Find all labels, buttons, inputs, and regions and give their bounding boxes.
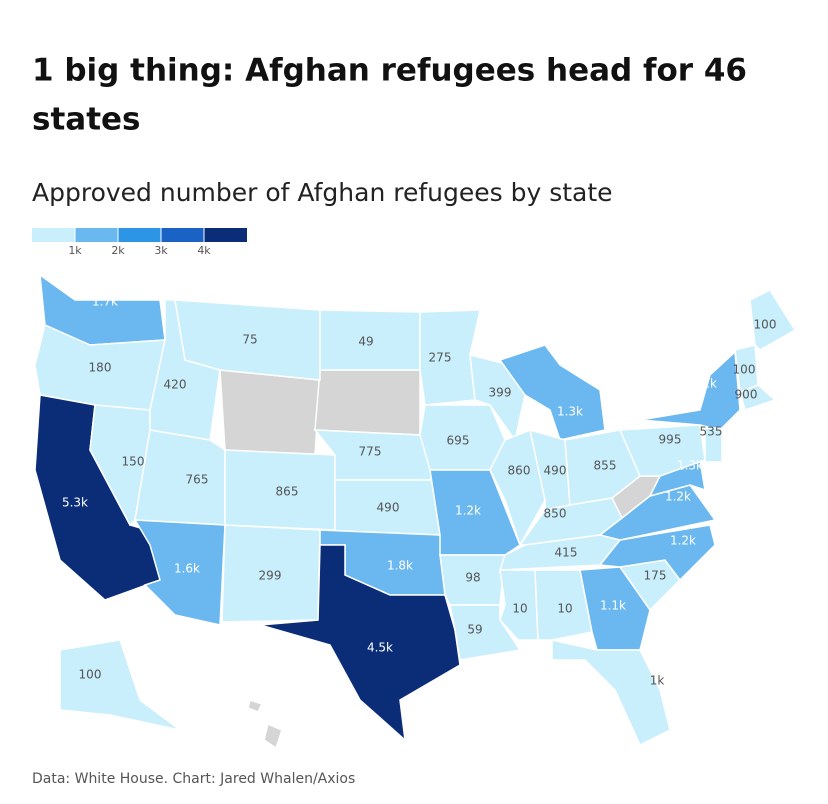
- state: [449, 604, 522, 661]
- state-label: 299: [259, 569, 282, 583]
- state-label: 1.2k: [455, 504, 481, 518]
- state: [174, 299, 321, 381]
- state: [259, 544, 461, 742]
- state-label: 1.1k: [691, 377, 717, 391]
- state-label: 175: [644, 569, 667, 583]
- state-label: 765: [186, 473, 209, 487]
- state: [564, 429, 641, 506]
- state-label: 860: [508, 464, 531, 478]
- subtitle: Approved number of Afghan refugees by st…: [32, 178, 613, 207]
- state: [59, 639, 181, 731]
- state: [739, 384, 777, 411]
- state: [134, 429, 226, 526]
- state-label: 1.1k: [600, 599, 626, 613]
- no-data-state: [219, 369, 321, 456]
- legend-tick-label: 2k: [111, 244, 125, 257]
- legend-swatch: [204, 228, 247, 242]
- state-label: 5.3k: [62, 496, 88, 510]
- state-label: 995: [659, 433, 682, 447]
- state-label: 415: [555, 546, 578, 560]
- state-label: 900: [735, 388, 758, 402]
- state-label: 1.3k: [557, 405, 583, 419]
- state-label: 1.2k: [665, 490, 691, 504]
- state: [639, 350, 741, 431]
- no-data-state: [247, 699, 264, 713]
- state-label: 695: [447, 434, 470, 448]
- title-line: 1 big thing: Afghan refugees head for 46: [32, 53, 747, 89]
- legend-swatch: [32, 228, 75, 242]
- state-label: 180: [89, 361, 112, 375]
- state-label: 10: [512, 602, 527, 616]
- no-data-states: [219, 369, 662, 750]
- state: [551, 639, 671, 747]
- source-note: Data: White House. Chart: Jared Whalen/A…: [32, 771, 355, 787]
- state-label: 420: [164, 378, 187, 392]
- state-label: 535: [700, 425, 723, 439]
- no-data-state: [263, 722, 283, 750]
- legend-swatch: [161, 228, 204, 242]
- legend-swatch: [75, 228, 118, 242]
- state-label: 10: [557, 602, 572, 616]
- state-label: 490: [377, 501, 400, 515]
- state: [749, 289, 797, 351]
- state-label: 49: [358, 335, 373, 349]
- state-label: 399: [489, 386, 512, 400]
- state-label: 865: [276, 485, 299, 499]
- state-label: 4.5k: [367, 641, 393, 655]
- legend-swatch: [118, 228, 161, 242]
- state-label: 1.7k: [92, 295, 118, 309]
- state: [534, 569, 593, 641]
- state-label: 855: [594, 459, 617, 473]
- state-label: 100: [754, 318, 777, 332]
- state: [498, 344, 606, 441]
- state-label: 98: [465, 571, 480, 585]
- state-label: 100: [79, 668, 102, 682]
- state-label: 1.8k: [387, 559, 413, 573]
- state-label: 1.2k: [670, 534, 696, 548]
- state-label: 75: [242, 333, 257, 347]
- state: [704, 427, 723, 463]
- state-label: 275: [429, 351, 452, 365]
- state-label: 490: [544, 464, 567, 478]
- legend-tick-label: 1k: [68, 244, 82, 257]
- state-label: 850: [544, 507, 567, 521]
- state-label: 1.6k: [174, 562, 200, 576]
- state-label: 1k: [650, 674, 665, 688]
- state: [618, 424, 706, 477]
- state-label: 1.3k: [677, 459, 703, 473]
- no-data-state: [314, 369, 421, 436]
- state-label: 100: [733, 363, 756, 377]
- title-line: states: [32, 102, 141, 138]
- state-label: 150: [122, 455, 145, 469]
- state-label: 775: [359, 445, 382, 459]
- legend-tick-label: 4k: [197, 244, 211, 257]
- state-label: 59: [467, 623, 482, 637]
- legend-tick-label: 3k: [154, 244, 168, 257]
